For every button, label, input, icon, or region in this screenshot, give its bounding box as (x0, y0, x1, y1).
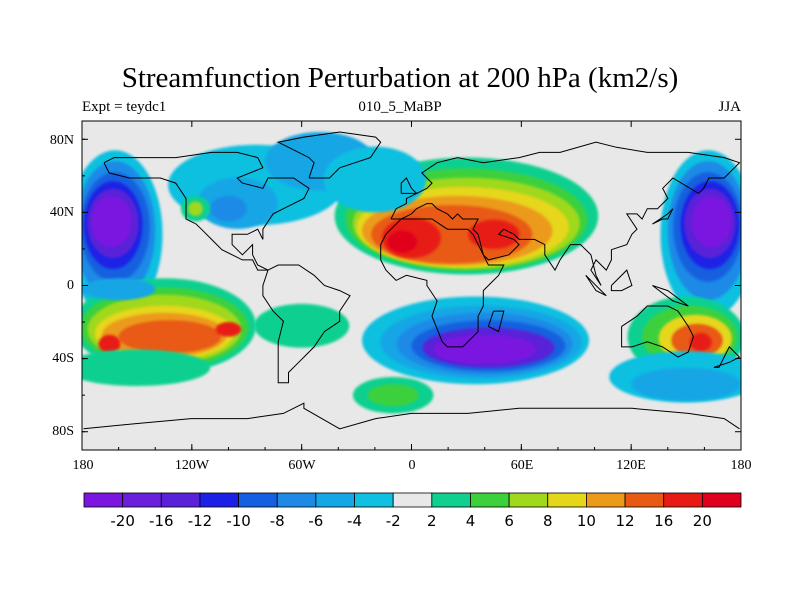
coastline (276, 131, 382, 179)
coastline (400, 177, 418, 194)
colorbar-swatch (276, 492, 317, 508)
colorbar-label: -8 (269, 512, 285, 530)
colorbar-swatch (315, 492, 355, 508)
contour-region (367, 384, 419, 407)
x-tick-label: 180 (72, 458, 94, 473)
colorbar-swatch (83, 492, 124, 508)
colorbar-label: -10 (226, 512, 251, 530)
x-tick-label: 120W (174, 458, 210, 473)
case-label: 010_5_MaBP (358, 99, 442, 115)
y-tick-label: 40S (52, 351, 74, 366)
contour-region (689, 333, 712, 352)
colorbar-label: -2 (385, 512, 401, 530)
contour-region (433, 334, 536, 365)
x-tick-label: 120E (616, 458, 646, 473)
colorbar-swatch (238, 492, 278, 508)
colorbar-swatch (508, 492, 549, 508)
y-tick-label: 40N (49, 205, 74, 220)
y-tick-label: 80S (52, 424, 74, 439)
colorbar-label: 8 (542, 512, 553, 530)
contour-region (631, 367, 741, 401)
colorbar-label: -20 (110, 512, 135, 530)
colorbar-label: 20 (692, 512, 712, 530)
coastline (713, 346, 741, 368)
coastline (610, 269, 633, 292)
colorbar-label: 2 (427, 512, 437, 530)
colorbar-swatch (701, 492, 742, 508)
contour-region (387, 230, 417, 253)
colorbar-swatch (586, 492, 626, 508)
colorbar-label: -6 (308, 512, 324, 530)
colorbar-swatch (663, 492, 703, 508)
colorbar-swatch (199, 492, 239, 508)
contour-region (118, 320, 222, 354)
contour-region (82, 349, 211, 387)
coastline (262, 264, 351, 384)
colorbar-label: 10 (576, 512, 596, 530)
y-tick-label: 80N (49, 133, 74, 148)
contour-region (188, 201, 203, 217)
x-tick-label: 0 (408, 458, 416, 473)
colorbar-label: 6 (504, 512, 514, 530)
contour-region (323, 146, 427, 213)
colorbar-swatch (470, 492, 510, 508)
x-tick-label: 180 (730, 458, 752, 473)
coastline (652, 208, 674, 225)
chart-title: Streamfunction Perturbation at 200 hPa (… (121, 62, 679, 94)
colorbar-label: 16 (654, 512, 674, 530)
colorbar-swatch (122, 492, 162, 508)
coastline (380, 218, 505, 348)
experiment-label: Expt = teydc1 (82, 99, 167, 115)
season-label: JJA (718, 99, 741, 115)
colorbar-swatch (160, 492, 201, 508)
contour-region (468, 219, 520, 249)
colorbar-label: 4 (465, 512, 476, 530)
x-tick-label: 60W (288, 458, 316, 473)
contour-region (215, 322, 242, 337)
colorbar-label: -4 (347, 512, 362, 530)
coastline (487, 310, 505, 333)
colorbar-label: 12 (615, 512, 635, 530)
coastline (390, 141, 741, 286)
colorbar-swatch (392, 492, 433, 508)
contour-region (91, 195, 132, 248)
contour-region (210, 195, 247, 222)
colorbar-label: -16 (149, 512, 174, 530)
coastline (83, 402, 740, 430)
colorbar-swatch (547, 492, 587, 508)
coastline (585, 274, 607, 297)
colorbar-swatch (354, 492, 394, 508)
contour-region (254, 303, 350, 348)
coastline (621, 305, 694, 358)
contour-region (98, 334, 121, 354)
colorbar-label: -12 (187, 512, 213, 530)
coastline (652, 285, 689, 307)
x-tick-label: 60E (510, 458, 534, 473)
coastline (103, 151, 310, 271)
colorbar-swatch (624, 492, 665, 508)
contour-region (82, 278, 156, 301)
contour-region (691, 195, 732, 248)
colorbar-swatch (431, 492, 471, 508)
y-tick-label: 0 (67, 278, 74, 293)
